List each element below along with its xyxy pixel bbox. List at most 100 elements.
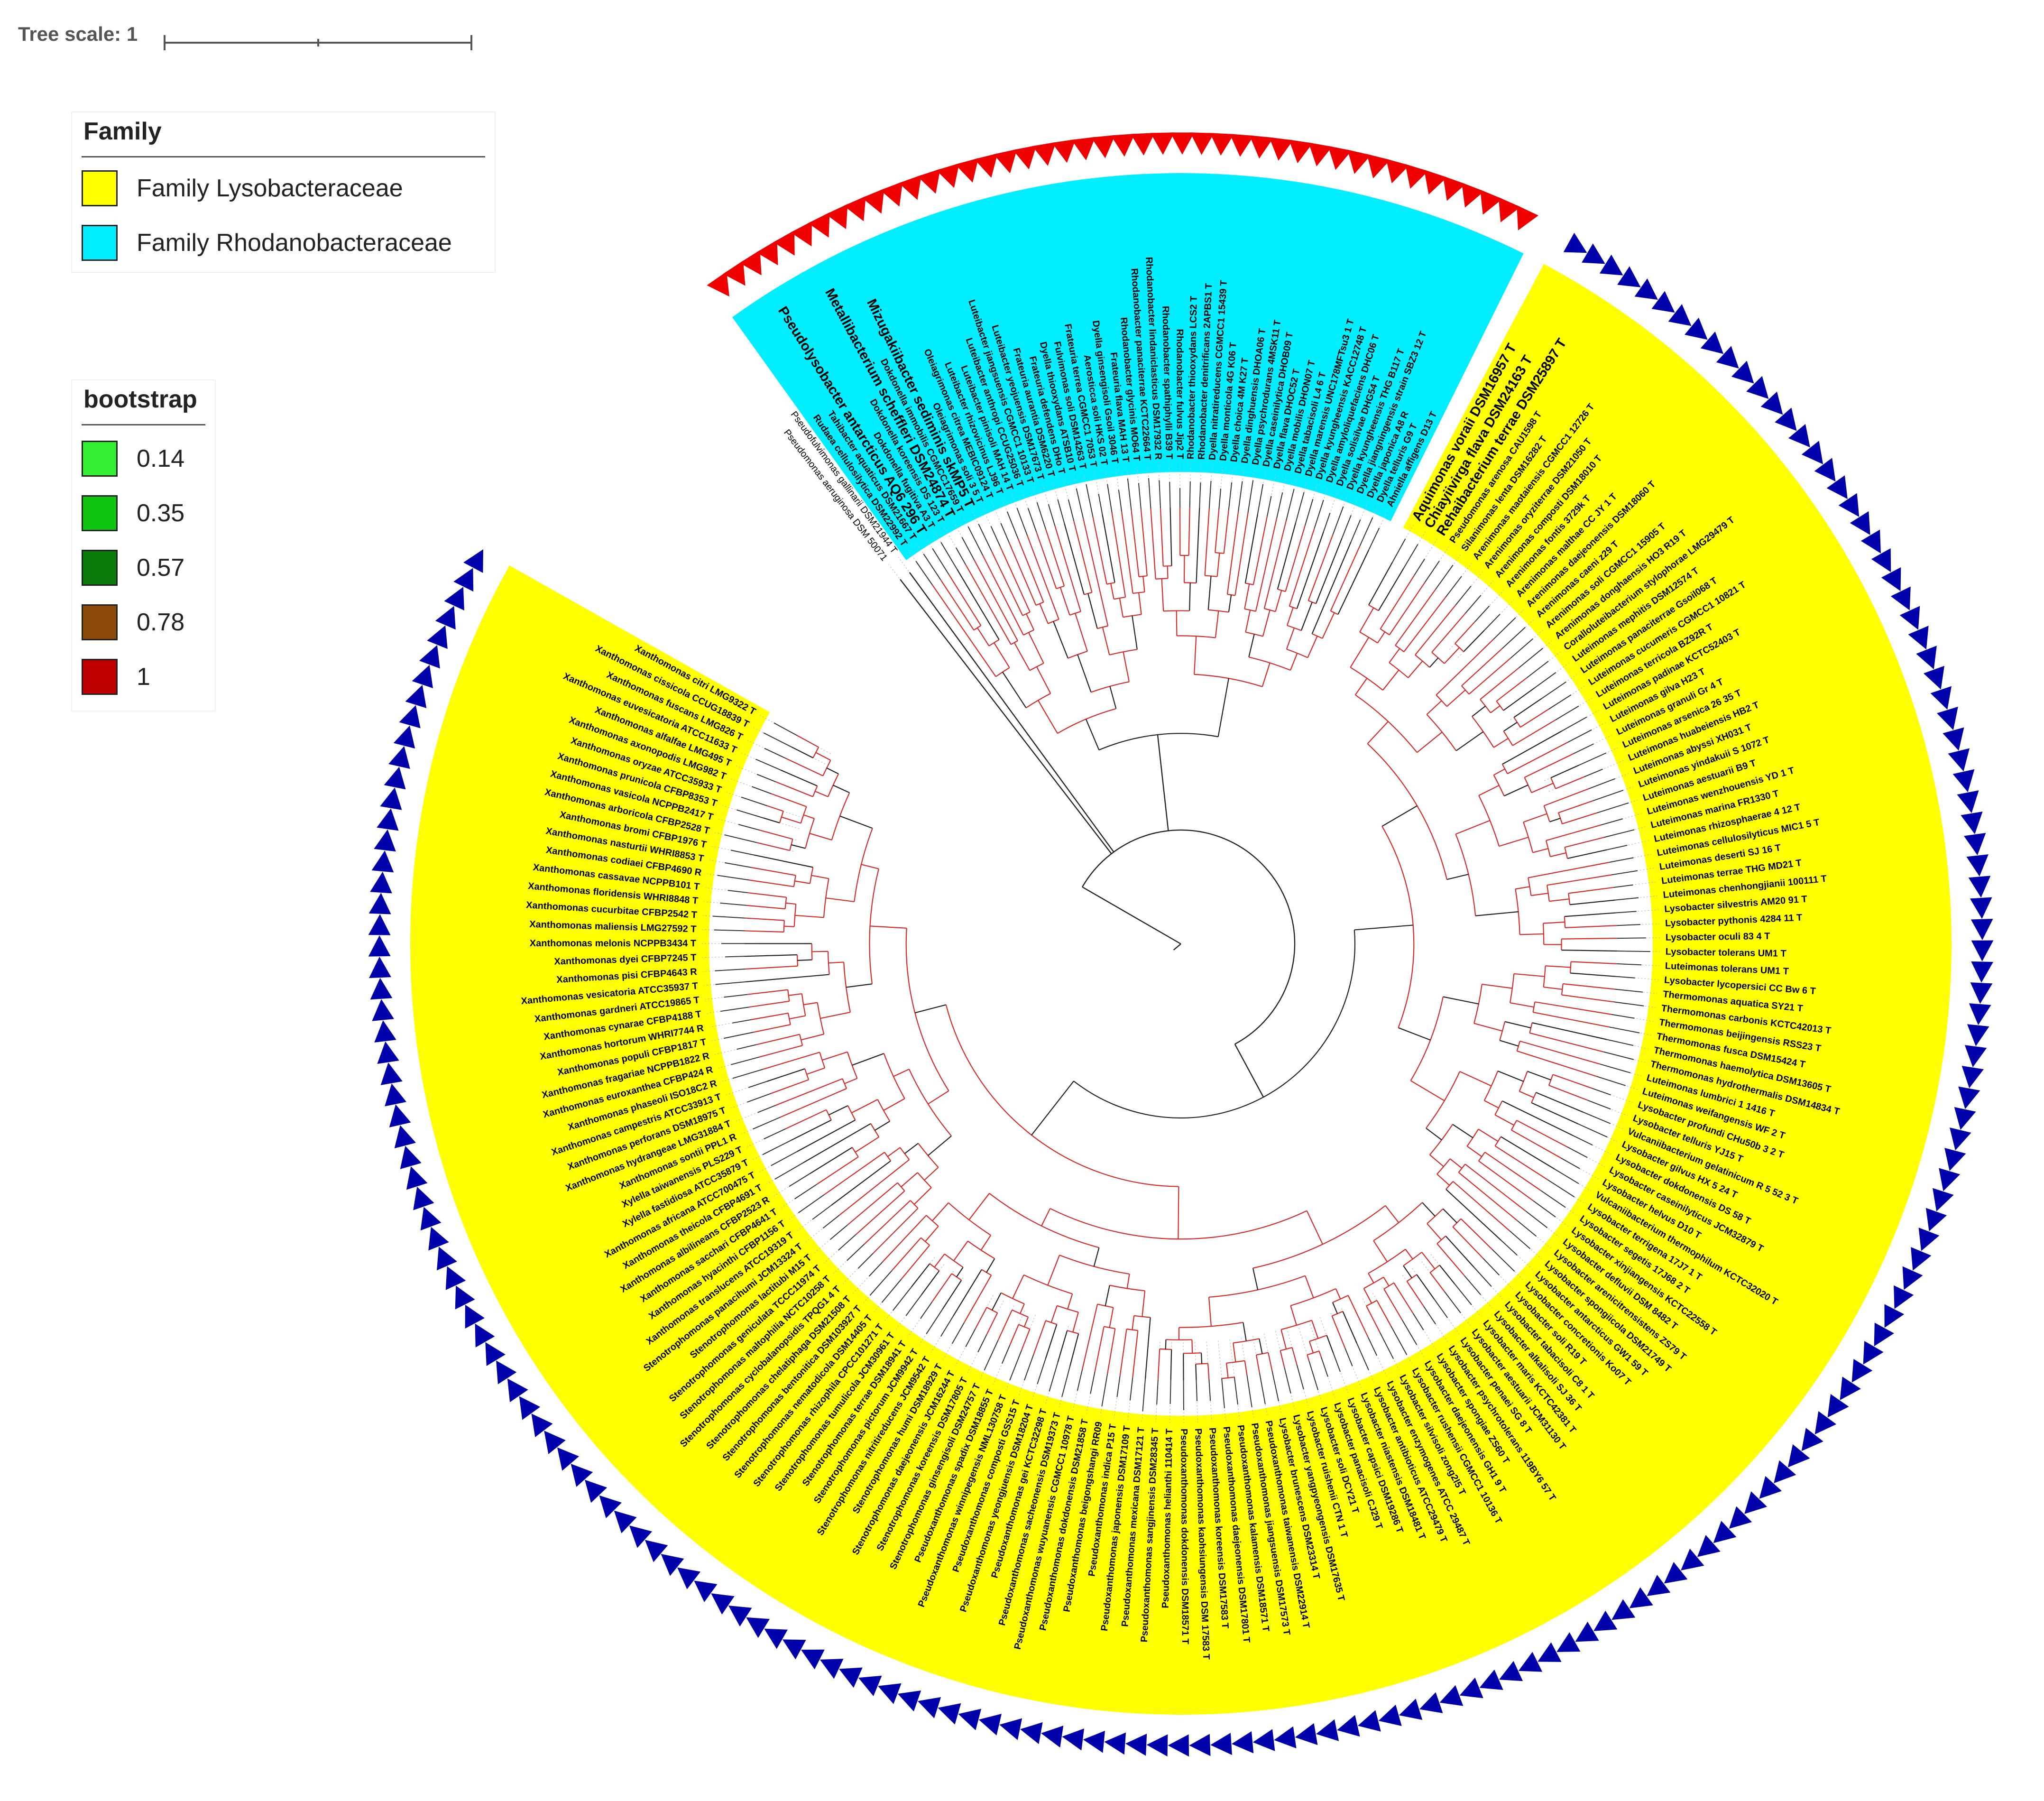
- tree-branch: [797, 735, 819, 748]
- rhodanobacteraceae-marker: [808, 212, 830, 238]
- tree-branch: [1377, 631, 1386, 644]
- tree-branch: [793, 904, 797, 927]
- tree-branch: [1069, 1333, 1079, 1367]
- tree-branch: [1543, 986, 1563, 990]
- tree-branch: [1259, 1373, 1266, 1404]
- tree-branch: [997, 1310, 1013, 1340]
- tree-branch: [1464, 1164, 1527, 1212]
- tree-branch: [1221, 1378, 1225, 1408]
- tree-branch: [1540, 1190, 1566, 1208]
- tree-branch: [1376, 1300, 1392, 1327]
- tree-branch: [1262, 610, 1271, 637]
- tree-branch: [1468, 657, 1511, 695]
- tree-branch: [1562, 812, 1597, 824]
- tree-branch: [931, 1273, 952, 1303]
- tree-branch: [1443, 996, 1479, 1005]
- lysobacteraceae-marker: [463, 549, 483, 573]
- lysobacteraceae-marker: [1970, 982, 1993, 1004]
- tree-branch: [714, 929, 745, 932]
- lysobacteraceae-marker: [1210, 1733, 1232, 1755]
- tree-branch: [797, 1119, 856, 1152]
- lysobacteraceae-marker: [1961, 812, 1983, 834]
- tree-branch: [887, 1147, 901, 1157]
- tree-branch: [1160, 508, 1164, 566]
- lysobacteraceae-marker: [1954, 1107, 1976, 1130]
- tree-branch: [1105, 1285, 1110, 1306]
- tree-branch: [926, 1309, 943, 1334]
- rhodanobacteraceae-marker: [1480, 189, 1503, 215]
- tree-branch: [1502, 730, 1562, 765]
- tree-branch: [819, 1052, 826, 1068]
- lysobacteraceae-marker: [1647, 1575, 1671, 1596]
- tree-branch: [1509, 1230, 1531, 1249]
- tree-branch: [1337, 550, 1370, 615]
- tree-branch: [1022, 611, 1031, 616]
- tree-branch: [1368, 1273, 1374, 1284]
- tree-branch: [746, 974, 829, 982]
- tree-branch: [784, 925, 794, 927]
- tree-branch: [1429, 657, 1439, 668]
- tree-branch: [1563, 983, 1615, 990]
- rhodanobacteraceae-marker: [1405, 164, 1428, 189]
- tree-branch: [1511, 1129, 1562, 1159]
- lysobacteraceae-marker: [1274, 1726, 1297, 1749]
- lysobacteraceae-marker: [1939, 1168, 1961, 1191]
- tree-branch: [1524, 777, 1532, 793]
- leaf-label: Pseudoxanthomonas dokdonensis DSM18571 T: [1179, 1429, 1190, 1644]
- lysobacteraceae-marker: [1041, 1726, 1064, 1748]
- tree-branch: [940, 1316, 954, 1337]
- tree-branch: [1277, 523, 1297, 590]
- tree-branch: [1531, 893, 1548, 896]
- tree-branch: [1412, 1313, 1424, 1330]
- tree-branch: [1308, 1361, 1319, 1390]
- tree-branch: [1286, 489, 1295, 521]
- tree-branch: [1500, 1040, 1519, 1047]
- tree-branch: [1123, 652, 1130, 682]
- tree-branch: [1347, 1295, 1369, 1339]
- tree-branch: [847, 1182, 898, 1226]
- lysobacteraceae-marker: [394, 1125, 416, 1149]
- tree-branch: [1368, 1248, 1406, 1274]
- tree-branch: [1499, 1021, 1506, 1041]
- tree-branch: [1106, 1328, 1116, 1375]
- lysobacteraceae-marker: [428, 1227, 449, 1251]
- tree-branch: [988, 639, 1000, 647]
- tree-branch: [1196, 1380, 1198, 1401]
- tree-branch: [1513, 698, 1542, 718]
- tree-branch: [1512, 720, 1556, 746]
- bootstrap-legend-title: bootstrap: [83, 386, 197, 413]
- tree-branch: [794, 1184, 817, 1200]
- tree-branch: [803, 1123, 871, 1164]
- rhodanobacteraceae-marker: [1462, 182, 1484, 208]
- tree-branches: [712, 478, 1650, 1412]
- tree-branch: [893, 1069, 910, 1077]
- tree-branch: [1423, 1306, 1436, 1325]
- lysobacteraceae-marker: [1918, 1228, 1940, 1251]
- tree-branch: [1548, 1074, 1554, 1086]
- tree-branch: [1436, 1236, 1446, 1244]
- tree-branch: [1289, 528, 1315, 607]
- tree-branch: [1403, 1252, 1422, 1266]
- tree-branch: [1320, 1357, 1328, 1377]
- tree-branch: [1183, 555, 1185, 583]
- tree-branch: [847, 1244, 865, 1261]
- tree-branch: [1291, 1347, 1298, 1365]
- lysobacteraceae-marker: [370, 871, 392, 894]
- legend-label: Family Rhodanobacteraceae: [137, 229, 452, 257]
- tree-branch: [1584, 768, 1603, 777]
- tree-branch: [1603, 1051, 1634, 1060]
- tree-branch: [1436, 1173, 1450, 1186]
- bootstrap-swatch: [82, 659, 118, 695]
- tree-branch: [1131, 510, 1140, 577]
- tree-branch: [775, 1078, 843, 1106]
- tree-branch: [1275, 590, 1282, 612]
- tree-branch: [1578, 752, 1607, 766]
- tree-branch: [1086, 484, 1094, 517]
- lysobacteraceae-marker: [1871, 548, 1891, 573]
- legend-item-bootstrap: 0.14: [82, 440, 184, 478]
- tree-branch: [753, 1024, 791, 1033]
- tree-branch: [1102, 514, 1115, 583]
- tree-branch: [904, 1143, 919, 1154]
- tree-branch: [1383, 1277, 1390, 1286]
- tree-branch: [1020, 1303, 1025, 1314]
